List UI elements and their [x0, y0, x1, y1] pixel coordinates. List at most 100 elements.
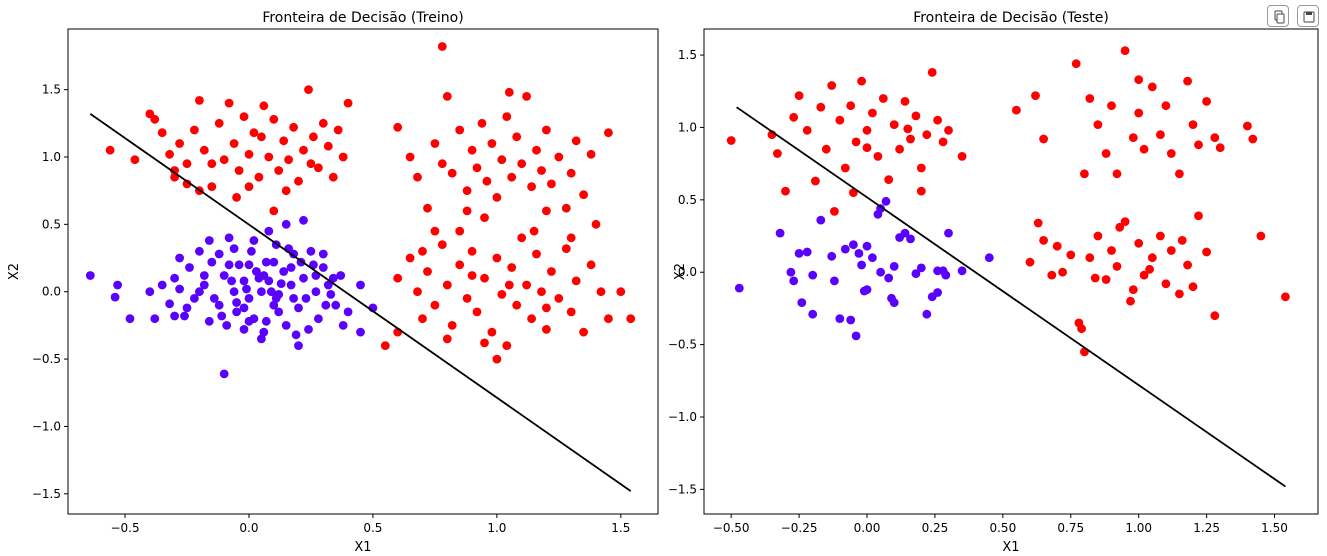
data-point-class-0 [318, 249, 328, 259]
data-point-class-0 [165, 299, 175, 309]
x-tick-label: −0.25 [781, 521, 818, 535]
data-point-class-1 [840, 163, 850, 173]
x-tick-label: 0.00 [854, 521, 881, 535]
data-point-class-0 [232, 307, 242, 317]
data-point-class-1 [487, 327, 497, 337]
data-point-class-1 [214, 118, 224, 128]
data-point-class-1 [811, 176, 820, 186]
data-point-class-1 [781, 186, 790, 196]
data-point-class-1 [1243, 121, 1252, 131]
data-point-class-1 [537, 287, 546, 297]
data-point-class-1 [393, 273, 403, 283]
data-point-class-1 [527, 314, 536, 324]
data-point-class-0 [204, 236, 214, 245]
data-point-class-1 [547, 179, 556, 189]
data-point-class-1 [405, 152, 415, 162]
data-point-class-0 [906, 234, 915, 244]
data-point-class-1 [492, 193, 502, 202]
data-point-class-1 [1210, 311, 1220, 321]
data-point-class-0 [884, 273, 894, 283]
data-point-class-0 [294, 341, 303, 350]
data-point-class-1 [903, 124, 913, 134]
data-point-class-0 [185, 263, 194, 272]
y-tick-label: −1.5 [32, 487, 61, 501]
data-point-class-0 [941, 270, 951, 280]
data-point-class-1 [244, 149, 254, 159]
data-point-class-0 [219, 271, 229, 280]
data-point-class-1 [1139, 270, 1149, 280]
data-point-class-1 [802, 125, 812, 135]
data-point-class-0 [214, 249, 224, 259]
data-point-class-1 [497, 290, 507, 299]
data-point-class-1 [1194, 140, 1203, 150]
data-point-class-0 [304, 325, 313, 334]
y-tick-label: 0.5 [678, 193, 697, 207]
data-point-class-0 [830, 276, 839, 286]
data-point-class-0 [180, 311, 189, 321]
data-point-class-1 [284, 155, 293, 165]
data-point-class-1 [254, 172, 264, 182]
data-point-class-1 [455, 226, 465, 236]
data-point-class-1 [821, 144, 831, 154]
copy-button[interactable] [1267, 5, 1289, 27]
data-point-class-1 [232, 193, 242, 202]
data-point-class-1 [532, 145, 541, 155]
data-point-class-1 [455, 260, 465, 270]
data-point-class-1 [900, 97, 910, 106]
data-point-class-0 [239, 325, 249, 334]
data-point-class-0 [734, 283, 744, 293]
data-point-class-0 [916, 263, 926, 273]
x-tick-label: 1.25 [1193, 521, 1220, 535]
data-point-class-1 [195, 96, 204, 105]
data-point-class-0 [816, 215, 826, 225]
data-point-class-1 [462, 206, 472, 216]
data-point-class-1 [554, 152, 564, 162]
data-point-class-1 [442, 280, 452, 290]
data-point-class-0 [299, 273, 308, 283]
data-point-class-0 [944, 228, 953, 238]
data-point-class-1 [586, 149, 596, 159]
data-point-class-1 [249, 128, 259, 138]
data-point-class-0 [900, 228, 910, 238]
data-point-class-0 [157, 280, 167, 290]
y-tick-label: 1.5 [678, 48, 697, 62]
data-point-class-1 [794, 91, 804, 100]
data-point-class-1 [207, 182, 217, 192]
data-point-class-0 [827, 251, 837, 261]
data-point-class-1 [927, 68, 937, 77]
data-point-class-1 [1156, 231, 1165, 241]
data-point-class-1 [1134, 75, 1144, 85]
data-point-class-1 [1093, 120, 1103, 129]
data-point-class-1 [480, 338, 489, 348]
data-point-class-0 [264, 226, 274, 236]
data-point-class-1 [596, 287, 606, 297]
x-tick-label: 0.75 [1057, 521, 1084, 535]
data-point-class-1 [165, 149, 175, 159]
data-point-class-1 [1071, 59, 1081, 69]
save-icon [1303, 11, 1315, 23]
data-point-class-1 [884, 175, 894, 185]
data-point-class-0 [911, 269, 921, 279]
data-point-class-1 [269, 206, 279, 216]
data-point-class-0 [338, 321, 348, 330]
data-point-class-0 [199, 271, 209, 280]
chart-teste: Fronteira de Decisão (Teste) −0.50 −0.25 0.… [668, 10, 1319, 555]
data-point-class-1 [1058, 267, 1067, 277]
data-point-class-1 [413, 172, 422, 182]
y-axis-label: X2 [673, 263, 688, 280]
data-point-class-1 [1093, 231, 1103, 241]
data-point-class-1 [1183, 76, 1192, 86]
save-button[interactable] [1297, 5, 1319, 27]
data-point-class-0 [257, 334, 266, 344]
data-point-class-1 [338, 152, 348, 162]
data-point-class-1 [472, 307, 482, 317]
data-point-class-1 [318, 118, 328, 128]
x-tick-label: 0.50 [989, 521, 1016, 535]
data-point-class-1 [477, 118, 487, 128]
data-point-class-0 [323, 280, 333, 290]
data-point-class-0 [244, 294, 254, 303]
data-point-class-1 [512, 132, 522, 142]
data-point-class-1 [1101, 275, 1111, 284]
data-point-class-0 [195, 287, 204, 297]
data-point-class-1 [1012, 105, 1021, 115]
